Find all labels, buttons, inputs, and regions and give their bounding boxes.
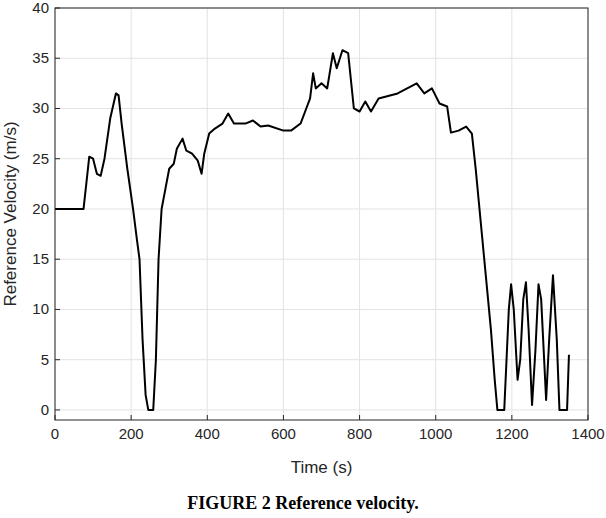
- tick-label: 40: [32, 0, 49, 16]
- tick-label: 1200: [495, 425, 528, 442]
- tick: [511, 415, 512, 420]
- tick-label: 5: [41, 351, 49, 368]
- tick-label: 1000: [419, 425, 452, 442]
- tick: [55, 158, 60, 159]
- grid-line: [55, 158, 588, 159]
- tick: [55, 359, 60, 360]
- tick: [283, 415, 284, 420]
- grid-line: [435, 8, 436, 420]
- grid-line: [511, 8, 512, 420]
- caption: FIGURE 2 Reference velocity.: [187, 493, 419, 513]
- tick: [55, 309, 60, 310]
- y-axis-label: Reference Velocity (m/s): [1, 121, 20, 306]
- tick-label: 10: [32, 300, 49, 317]
- tick: [55, 58, 60, 59]
- tick: [435, 415, 436, 420]
- grid-line: [359, 8, 360, 420]
- tick-label: 600: [271, 425, 296, 442]
- tick-label: 1400: [571, 425, 604, 442]
- grid-line: [55, 409, 588, 410]
- tick-label: 0: [41, 401, 49, 418]
- grid-line: [55, 259, 588, 260]
- tick: [55, 108, 60, 109]
- tick: [131, 415, 132, 420]
- tick-label: 35: [32, 49, 49, 66]
- tick-label: 15: [32, 250, 49, 267]
- data-group: [55, 50, 569, 410]
- tick-label: 200: [119, 425, 144, 442]
- tick-label: 20: [32, 200, 49, 217]
- tick: [55, 409, 60, 410]
- grid-line: [207, 8, 208, 420]
- grid-line: [283, 8, 284, 420]
- grid-line: [55, 359, 588, 360]
- tick-label: 400: [195, 425, 220, 442]
- tick-label: 30: [32, 99, 49, 116]
- plot-area: [55, 8, 588, 420]
- grid-line: [55, 108, 588, 109]
- tick-label: 800: [347, 425, 372, 442]
- x-axis-label: Time (s): [291, 458, 353, 477]
- tick-label: 0: [51, 425, 59, 442]
- tick-label: 25: [32, 150, 49, 167]
- grid-line: [55, 208, 588, 209]
- grid-line: [131, 8, 132, 420]
- grid-line: [55, 58, 588, 59]
- data-line: [55, 50, 569, 410]
- plot-frame: [55, 8, 588, 420]
- tick: [359, 415, 360, 420]
- tick: [55, 259, 60, 260]
- tick: [207, 415, 208, 420]
- chart: 0 200 400 600 800 1000 1200 1400 0 5 10 15 20 25 30 35 4…: [0, 0, 606, 518]
